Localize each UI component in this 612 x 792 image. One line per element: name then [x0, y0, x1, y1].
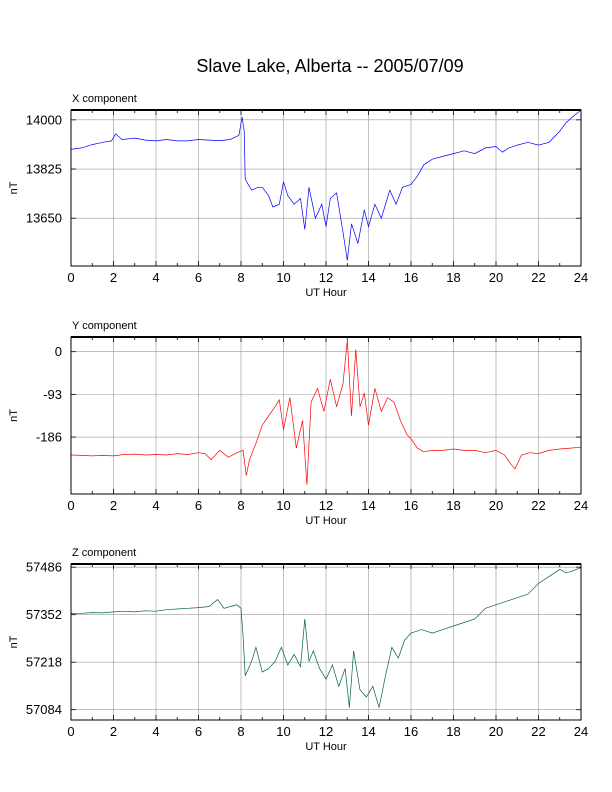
y-tick-label: 13825 [26, 162, 62, 177]
y-axis-label: nT [8, 181, 20, 194]
x-tick-label: 18 [446, 724, 460, 739]
x-tick-label: 24 [574, 498, 588, 513]
y-tick-label: -186 [36, 430, 62, 445]
x-tick-label: 22 [531, 724, 545, 739]
data-series-line [70, 340, 582, 485]
x-tick-label: 6 [195, 270, 202, 285]
x-tick-label: 14 [361, 724, 375, 739]
x-tick-label: 20 [489, 724, 503, 739]
x-tick-label: 2 [110, 270, 117, 285]
x-tick-label: 4 [152, 498, 159, 513]
y-axis-label: nT [8, 409, 20, 422]
x-tick-label: 12 [319, 724, 333, 739]
x-tick-label: 8 [237, 498, 244, 513]
data-series-line [70, 109, 582, 261]
x-tick-label: 4 [152, 270, 159, 285]
x-tick-label: 14 [361, 270, 375, 285]
panel-title: X component [72, 93, 137, 105]
y-tick-label: -93 [43, 387, 62, 402]
x-tick-label: 2 [110, 724, 117, 739]
x-tick-label: 20 [489, 498, 503, 513]
panel-title: Y component [72, 320, 137, 332]
x-tick-label: 18 [446, 270, 460, 285]
y-tick-label: 13650 [26, 211, 62, 226]
x-tick-label: 4 [152, 724, 159, 739]
x-tick-label: 0 [67, 724, 74, 739]
x-tick-label: 22 [531, 498, 545, 513]
x-tick-label: 6 [195, 724, 202, 739]
x-tick-label: 10 [276, 724, 290, 739]
x-tick-label: 12 [319, 270, 333, 285]
chart-panel-3: 0 2 4 6 8 10 12 14 16 18 20 22 245708457218573525748… [8, 547, 588, 753]
page-title: Slave Lake, Alberta -- 2005/07/09 [196, 56, 464, 76]
x-tick-label: 10 [276, 498, 290, 513]
x-tick-label: 8 [237, 724, 244, 739]
x-tick-label: 8 [237, 270, 244, 285]
y-tick-label: 57352 [26, 607, 62, 622]
x-tick-label: 22 [531, 270, 545, 285]
x-tick-label: 0 [67, 498, 74, 513]
x-tick-label: 16 [404, 724, 418, 739]
y-tick-label: 14000 [26, 112, 62, 127]
x-tick-label: 24 [574, 724, 588, 739]
y-axis-label: nT [8, 635, 20, 648]
x-tick-label: 24 [574, 270, 588, 285]
x-axis-label: UT Hour [305, 287, 347, 299]
y-tick-label: 57486 [26, 560, 62, 575]
x-tick-label: 16 [404, 270, 418, 285]
data-series-line [70, 567, 582, 708]
x-tick-label: 2 [110, 498, 117, 513]
x-tick-label: 0 [67, 270, 74, 285]
x-tick-label: 16 [404, 498, 418, 513]
x-tick-label: 20 [489, 270, 503, 285]
x-axis-label: UT Hour [305, 741, 347, 753]
x-tick-label: 10 [276, 270, 290, 285]
x-tick-label: 18 [446, 498, 460, 513]
x-axis-label: UT Hour [305, 515, 347, 527]
x-tick-label: 12 [319, 498, 333, 513]
y-tick-label: 57218 [26, 655, 62, 670]
y-tick-label: 57084 [26, 702, 62, 717]
x-tick-label: 14 [361, 498, 375, 513]
panel-title: Z component [72, 547, 136, 559]
y-tick-label: 0 [55, 344, 62, 359]
x-tick-label: 6 [195, 498, 202, 513]
